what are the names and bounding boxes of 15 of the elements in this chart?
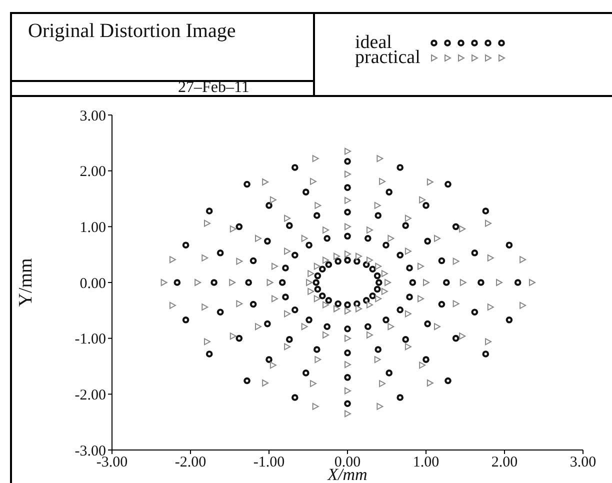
x-tick-label: 2.00 — [491, 454, 518, 471]
x-tick-label: -3.00 — [96, 454, 128, 471]
y-tick-label: -2.00 — [74, 387, 106, 404]
text: 27–Feb–11 — [178, 79, 250, 97]
chart-title: Original Distortion Image — [28, 20, 236, 43]
x-tick-label: -1.00 — [253, 454, 285, 471]
y-tick-label: 2.00 — [80, 164, 106, 180]
y-tick-label: 1.00 — [80, 220, 106, 236]
y-tick-label: -1.00 — [74, 332, 106, 348]
x-tick-label: 3.00 — [570, 454, 596, 471]
x-tick-label: -2.00 — [174, 454, 206, 471]
y-tick-label: 0.00 — [80, 276, 106, 292]
y-tick-label: 3.00 — [80, 108, 106, 124]
y-axis-title: Y/mm — [16, 258, 37, 307]
x-tick-label: 1.00 — [412, 454, 440, 471]
